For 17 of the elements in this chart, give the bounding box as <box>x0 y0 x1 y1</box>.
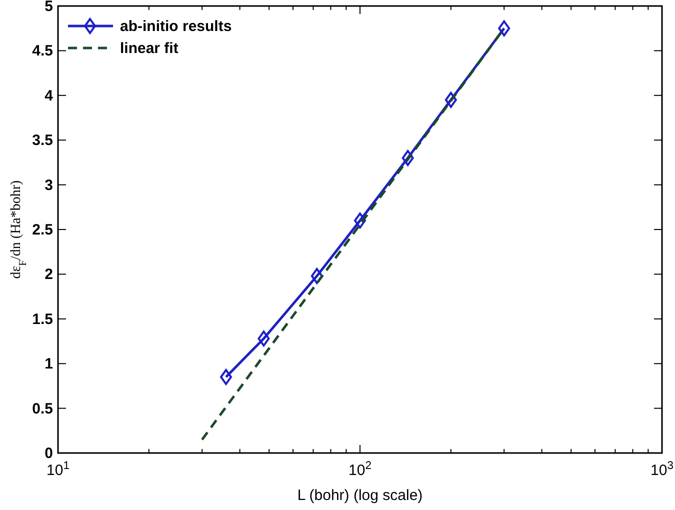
x-axis-title: L (bohr) (log scale) <box>297 487 423 504</box>
y-tick-label: 2.5 <box>32 222 53 238</box>
y-tick-label: 5 <box>44 0 53 15</box>
x-tick-label: 10$^{2}$ <box>348 460 372 479</box>
y-tick-label: 0 <box>44 445 53 462</box>
legend-label: linear fit <box>120 40 178 57</box>
x-tick-label: 10$^{3}$ <box>650 460 674 479</box>
y-tick-label: 4 <box>44 87 54 104</box>
x-tick-label: 10$^{1}$ <box>46 460 70 479</box>
y-tick-label: 1.5 <box>32 310 53 328</box>
y-tick-label: 3.5 <box>32 132 53 150</box>
legend-label: ab-initio results <box>120 18 232 35</box>
y-tick-label: 3 <box>44 176 53 194</box>
y-tick-label: 1 <box>44 356 53 373</box>
y-tick-label: 4.5 <box>32 42 53 60</box>
y-tick-label: 0.5 <box>32 400 53 418</box>
y-tick-label: 2 <box>44 266 53 284</box>
